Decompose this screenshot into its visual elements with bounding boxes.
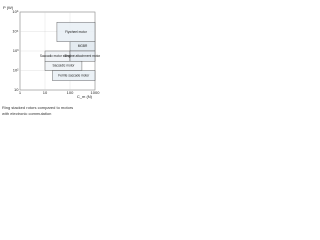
- region-label: MGBR: [78, 44, 88, 48]
- region: [52, 70, 96, 81]
- y-tick-label: 10: [14, 87, 19, 92]
- x-tick-label: 1: [19, 90, 22, 95]
- y-tick-label: 10³: [13, 48, 19, 53]
- region: [69, 50, 96, 62]
- x-axis-label: C_m (N): [77, 94, 93, 99]
- chart: P (W) C_m (N) Ring stacked rotors compar…: [2, 5, 101, 116]
- caption-line: with electronic commutation: [2, 111, 51, 116]
- region-label: Saccadic motor: [52, 64, 75, 68]
- y-tick-label: 10⁵: [12, 9, 18, 14]
- y-tick-label: 10⁴: [12, 29, 18, 34]
- x-tick-label: 1000: [91, 90, 100, 95]
- region-label: Saccadic motor standard: [40, 54, 75, 58]
- region-label: Engine attachment motor: [65, 54, 100, 58]
- region-label: Ferrite saccade motor: [58, 73, 90, 77]
- caption-line: Ring stacked rotors compared to motors: [2, 105, 73, 110]
- x-tick-label: 100: [67, 90, 74, 95]
- region-label: Flywheel motor: [65, 30, 88, 34]
- y-tick-label: 10²: [13, 68, 19, 73]
- y-axis-label: P (W): [3, 5, 14, 10]
- x-tick-label: 10: [43, 90, 48, 95]
